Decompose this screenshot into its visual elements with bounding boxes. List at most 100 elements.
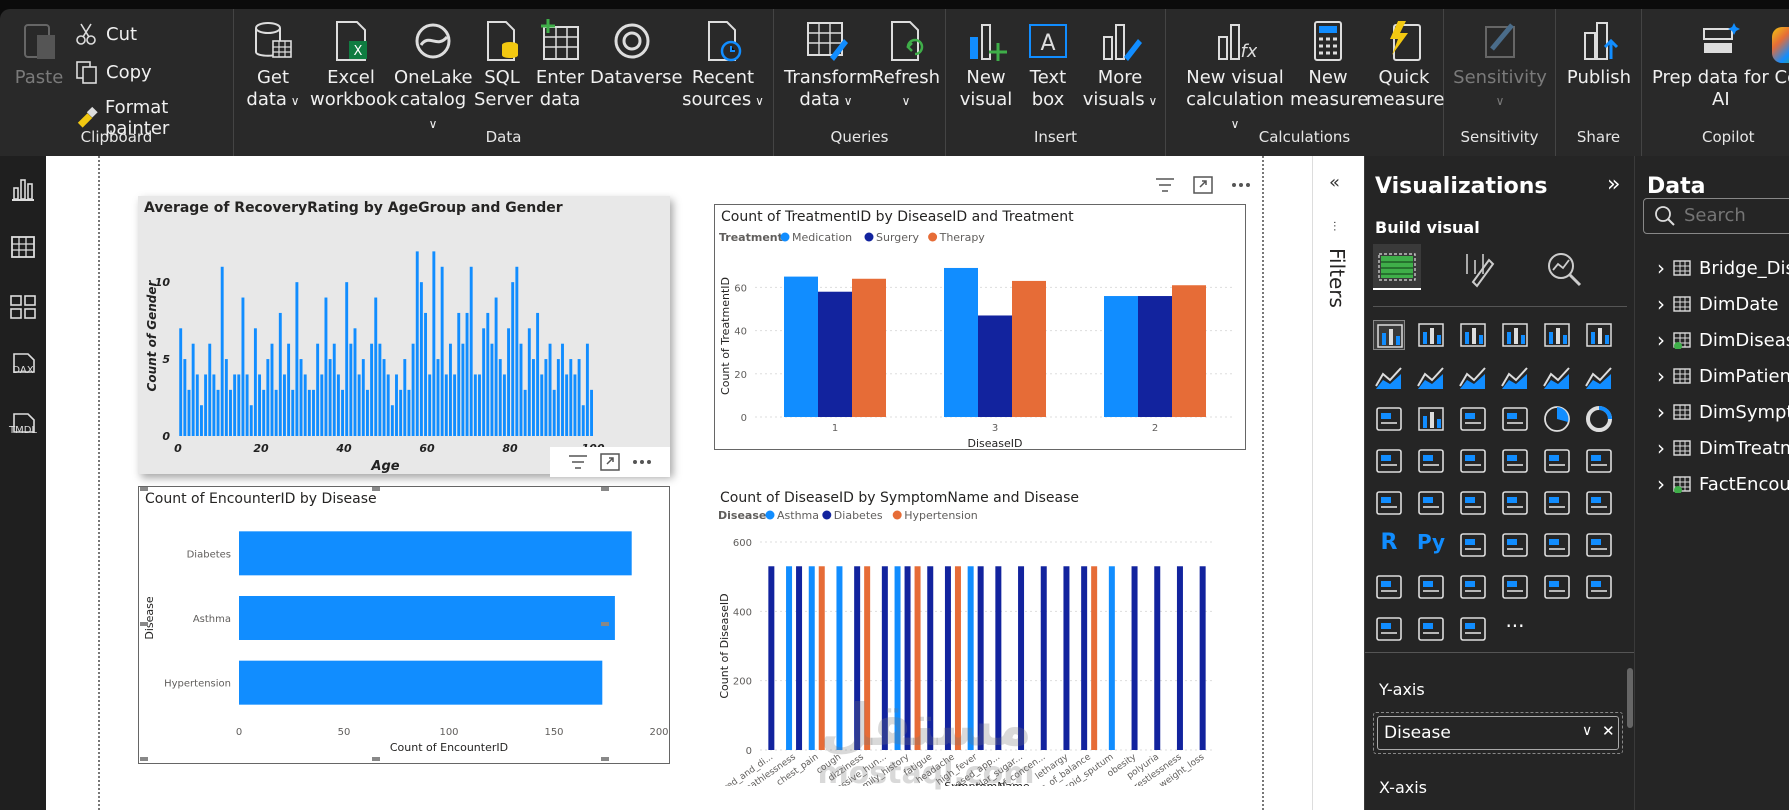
format-visual-tab[interactable] <box>1459 250 1497 292</box>
data-table-item[interactable]: › DimDisease <box>1657 328 1789 352</box>
data-table-item[interactable]: › DimSymptom <box>1657 400 1789 424</box>
data-table-item[interactable]: › DimTreatment <box>1657 436 1789 460</box>
stacked-column-visual-icon[interactable] <box>1415 320 1447 350</box>
focus-mode-icon[interactable] <box>599 452 621 472</box>
filter-icon[interactable] <box>1154 176 1176 194</box>
recovery-rating-chart[interactable]: Average of RecoveryRating by AgeGroup an… <box>138 196 670 474</box>
y-axis-field-pill[interactable]: Disease ∨ ✕ <box>1377 716 1619 750</box>
filled-map-visual-icon[interactable] <box>1457 446 1489 476</box>
encounter-chart[interactable]: Count of EncounterID by Disease 0 50 100 15… <box>138 486 670 764</box>
chevron-right-icon[interactable]: › <box>1657 364 1665 388</box>
clustered-column-visual-icon[interactable] <box>1499 320 1531 350</box>
analytics-tab[interactable] <box>1545 250 1583 292</box>
power-automate-flow-visual-icon[interactable] <box>1457 614 1489 644</box>
report-canvas[interactable]: Average of RecoveryRating by AgeGroup an… <box>46 156 1312 810</box>
tmdl-view-button[interactable]: TMDL <box>4 412 42 450</box>
chevron-right-icon[interactable]: › <box>1657 328 1665 352</box>
python-visual-icon[interactable]: Py <box>1416 530 1446 554</box>
power-apps-visual-icon[interactable] <box>1457 572 1489 602</box>
prep-data-for-ai-button[interactable]: Prep data for Copilot AI <box>1652 19 1789 111</box>
pane-scrollbar[interactable] <box>1627 668 1633 728</box>
matrix-visual-icon[interactable] <box>1541 488 1573 518</box>
stacked-bar-visual-icon[interactable] <box>1373 320 1405 350</box>
build-visual-tab[interactable] <box>1373 244 1421 290</box>
format-painter-button[interactable]: Format painter <box>74 97 233 139</box>
filters-pane[interactable]: « ⫶ Filters <box>1312 156 1364 810</box>
report-view-button[interactable] <box>4 174 42 212</box>
goals-visual-icon[interactable] <box>1373 572 1405 602</box>
model-view-button[interactable] <box>4 292 42 330</box>
pie-visual-icon[interactable] <box>1541 404 1573 434</box>
more-visuals-button[interactable]: More visuals ∨ <box>1080 19 1160 112</box>
chevron-right-icon[interactable]: › <box>1657 472 1665 496</box>
r-script-visual-icon[interactable]: R <box>1380 530 1398 555</box>
slicer-visual-icon[interactable] <box>1457 488 1489 518</box>
data-table-item[interactable]: › Bridge_Disease <box>1657 256 1789 280</box>
filters-label[interactable]: Filters <box>1325 248 1349 308</box>
smart-narrative-visual-icon[interactable] <box>1583 530 1615 560</box>
q-and-a-visual-icon[interactable] <box>1541 530 1573 560</box>
card-visual-icon[interactable] <box>1583 446 1615 476</box>
new-visual-button[interactable]: New visual <box>954 19 1018 111</box>
get-data-button[interactable]: Get data ∨ <box>238 19 308 112</box>
copy-button[interactable]: Copy <box>74 59 152 85</box>
dataverse-button[interactable]: Dataverse <box>590 19 683 89</box>
table-visual-icon[interactable] <box>1499 488 1531 518</box>
key-influencers-visual-icon[interactable] <box>1457 530 1489 560</box>
area-visual-icon[interactable] <box>1415 362 1447 392</box>
treatment-chart[interactable]: Count of TreatmentID by DiseaseID and Tr… <box>714 204 1246 450</box>
azure-map-visual-icon[interactable] <box>1499 446 1531 476</box>
map-visual-icon[interactable] <box>1415 446 1447 476</box>
focus-mode-icon[interactable] <box>1192 175 1214 195</box>
excel-workbook-button[interactable]: X Excel workbook <box>310 19 397 111</box>
donut-visual-icon[interactable] <box>1583 404 1615 434</box>
quick-measure-button[interactable]: Quick measure <box>1366 19 1445 111</box>
data-search-box[interactable] <box>1643 198 1789 234</box>
enter-data-button[interactable]: Enter data <box>532 19 588 111</box>
table-view-button[interactable] <box>4 232 42 270</box>
multi-row-card-visual-icon[interactable] <box>1373 488 1405 518</box>
text-box-button[interactable]: A Text box <box>1020 19 1076 111</box>
stacked-area-visual-icon[interactable] <box>1457 362 1489 392</box>
paste-button[interactable]: Paste <box>12 19 66 89</box>
transform-data-button[interactable]: Transform data ∨ <box>784 19 874 112</box>
more-visuals-visual-icon[interactable]: ··· <box>1505 614 1525 638</box>
y-axis-field-well[interactable]: Disease ∨ ✕ <box>1373 712 1623 754</box>
waterfall-visual-icon[interactable] <box>1415 404 1447 434</box>
chevron-right-icon[interactable]: › <box>1657 292 1665 316</box>
data-table-item[interactable]: › FactEncounter <box>1657 472 1789 496</box>
data-agent-visual-icon[interactable] <box>1541 572 1573 602</box>
more-options-icon[interactable] <box>1230 180 1252 190</box>
more-options-icon[interactable] <box>631 457 653 467</box>
collapse-pane-icon[interactable]: » <box>1607 172 1621 197</box>
expand-filters-icon[interactable]: « <box>1329 172 1341 193</box>
azure-map-pin-visual-icon[interactable] <box>1373 614 1405 644</box>
100-stacked-bar-visual-icon[interactable] <box>1541 320 1573 350</box>
100-stacked-area-visual-icon[interactable] <box>1499 362 1531 392</box>
onelake-catalog-button[interactable]: OneLake catalog ∨ <box>394 19 473 135</box>
scatter-visual-icon[interactable] <box>1499 404 1531 434</box>
chevron-down-icon[interactable]: ∨ <box>1582 723 1593 739</box>
image-visual-icon[interactable] <box>1583 572 1615 602</box>
new-card-visual-icon[interactable] <box>1583 488 1615 518</box>
search-input[interactable] <box>1684 205 1789 226</box>
chevron-right-icon[interactable]: › <box>1657 436 1665 460</box>
new-visual-calculation-button[interactable]: fx New visual calculation ∨ <box>1182 19 1288 135</box>
sql-server-button[interactable]: SQL Server <box>474 19 533 111</box>
ribbon-visual-icon[interactable] <box>1373 404 1405 434</box>
gauge-visual-icon[interactable] <box>1541 446 1573 476</box>
line-visual-icon[interactable] <box>1373 362 1405 392</box>
power-automate-visual-icon[interactable] <box>1499 572 1531 602</box>
kpi-visual-icon[interactable] <box>1415 488 1447 518</box>
data-table-item[interactable]: › DimPatient <box>1657 364 1789 388</box>
clustered-bar-visual-icon[interactable] <box>1457 320 1489 350</box>
new-measure-button[interactable]: New measure <box>1290 19 1369 111</box>
filter-icon[interactable] <box>567 453 589 471</box>
data-table-item[interactable]: › DimDate <box>1657 292 1778 316</box>
100-stacked-column-visual-icon[interactable] <box>1583 320 1615 350</box>
chevron-right-icon[interactable]: › <box>1657 256 1665 280</box>
custom-shape-visual-icon[interactable] <box>1415 614 1447 644</box>
cut-button[interactable]: Cut <box>74 21 137 47</box>
sensitivity-button[interactable]: Sensitivity ∨ <box>1450 19 1550 112</box>
line-and-clustered-column-visual-icon[interactable] <box>1583 362 1615 392</box>
